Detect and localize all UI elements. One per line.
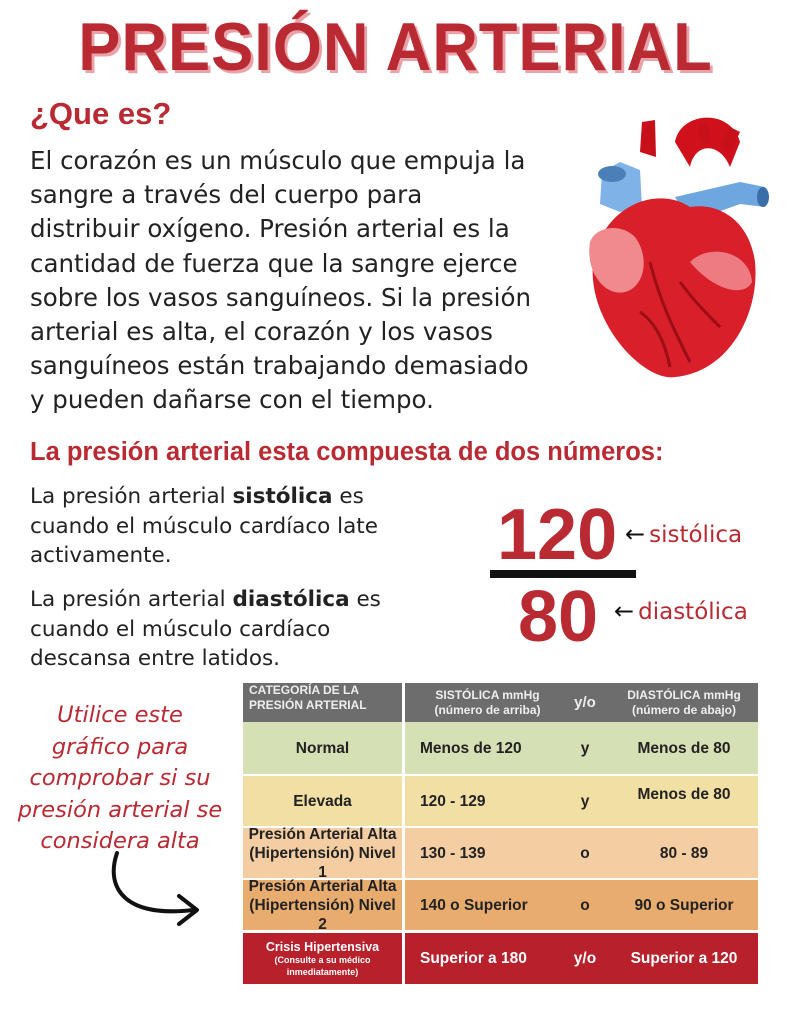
cell-line: Normal — [295, 739, 350, 757]
systolic-number: 120 — [497, 495, 618, 575]
cell-line: (Hipertensión) Nivel 2 — [249, 896, 396, 933]
table-row: Presión Arterial Alta (Hipertensión) Nive… — [243, 877, 758, 933]
text: La presión arterial — [30, 587, 233, 612]
row-category: Presión Arterial Alta (Hipertensión) Nive… — [243, 825, 405, 881]
row-category: Presión Arterial Alta (Hipertensión) Nive… — [243, 877, 405, 933]
label-text: sistólica — [649, 522, 743, 548]
text: activamente. — [30, 543, 172, 568]
intro-line: distribuir oxígeno. Presión arterial es … — [30, 214, 510, 244]
text: es — [349, 587, 381, 612]
intro-line: sangre a través del cuerpo para — [30, 180, 423, 210]
fraction-bar — [490, 570, 636, 578]
systolic-label: ← sistólica — [625, 520, 742, 548]
cell-line: Presión Arterial Alta — [248, 877, 397, 895]
cell-line: (Hipertensión) Nivel 1 — [249, 844, 396, 881]
row-category: Crisis Hipertensiva (Consulte a su médico… — [243, 933, 405, 984]
note-line: Utilice este — [57, 702, 183, 728]
row-diastolic: 90 o Superior — [634, 896, 734, 914]
cell-line: PRESIÓN ARTERIAL — [249, 698, 367, 712]
diastolic-term: diastólica — [232, 587, 350, 612]
table-header-row: CATEGORÍA DE LA PRESIÓN ARTERIAL SISTÓLICA… — [243, 683, 758, 722]
two-numbers-heading: La presión arterial esta compuesta de do… — [30, 438, 664, 466]
cell-line: SISTÓLICA mmHg — [435, 687, 540, 702]
row-andor: o — [580, 896, 590, 914]
heart-illustration — [589, 117, 769, 378]
blood-pressure-table: CATEGORÍA DE LA PRESIÓN ARTERIAL SISTÓLICA… — [243, 683, 758, 984]
label-text: diastólica — [638, 599, 748, 625]
note-line: presión arterial se — [17, 796, 223, 823]
cell-line: (número de abajo) — [631, 702, 736, 717]
arrow-left-icon: ← — [614, 597, 635, 625]
cell-line: CATEGORÍA DE LA — [249, 683, 359, 697]
text: cuando el músculo cardíaco late — [30, 513, 378, 539]
cell-line: DIASTÓLICA mmHg — [627, 687, 741, 702]
row-systolic: 140 o Superior — [420, 896, 528, 914]
cell-line: (Consulte a su médico — [274, 954, 371, 965]
row-andor: y — [580, 739, 590, 757]
table-row: Crisis Hipertensiva (Consulte a su médico… — [243, 933, 758, 984]
note-line: comprobar si su — [29, 765, 211, 791]
intro-paragraph: El corazón es un músculo que empuja la s… — [30, 144, 610, 418]
table-row: Presión Arterial Alta (Hipertensión) Nive… — [243, 825, 758, 881]
cell-line: Crisis Hipertensiva — [265, 939, 380, 954]
intro-line: y pueden dañarse con el tiempo. — [30, 385, 434, 415]
cell-line: inmediatamente) — [286, 966, 359, 977]
curved-arrow-icon — [111, 851, 199, 926]
row-diastolic: Menos de 80 — [637, 786, 731, 803]
note-line: gráfico para — [51, 733, 189, 760]
row-andor: o — [580, 844, 590, 862]
header-diastolic: DIASTÓLICA mmHg (número de abajo) — [610, 683, 758, 722]
row-diastolic: 80 - 89 — [659, 844, 709, 862]
table-row: Normal Menos de 120 y Menos de 80 — [243, 722, 758, 774]
intro-line: cantidad de fuerza que la sangre ejerce — [30, 248, 518, 278]
text: La presión arterial — [30, 484, 233, 509]
cell-line: Presión Arterial Alta — [248, 825, 397, 843]
intro-line: sanguíneos están trabajando demasiado — [30, 351, 529, 381]
row-andor: y — [580, 792, 590, 810]
table-row: Elevada 120 - 129 y Menos de 80 — [243, 776, 758, 826]
note-line: considera alta — [40, 828, 200, 854]
row-systolic: 130 - 139 — [420, 844, 486, 862]
diastolic-paragraph: La presión arterial diastólica es cuando… — [30, 585, 470, 674]
text: es — [332, 484, 364, 509]
diastolic-number: 80 — [518, 577, 599, 657]
row-andor: y/o — [573, 950, 597, 967]
header-andor: y/o — [574, 694, 596, 711]
systolic-paragraph: La presión arterial sistólica es cuando … — [30, 482, 470, 571]
row-systolic: Superior a 180 — [420, 950, 527, 967]
intro-line: sobre los vasos sanguíneos. Si la presió… — [30, 282, 531, 312]
diastolic-label: ← diastólica — [614, 597, 748, 625]
systolic-term: sistólica — [232, 484, 333, 509]
header-category: CATEGORÍA DE LA PRESIÓN ARTERIAL — [243, 683, 405, 722]
intro-line: arterial es alta, el corazón y los vasos — [30, 317, 493, 347]
arrow-left-icon: ← — [625, 520, 646, 548]
cell-line: Elevada — [293, 792, 352, 810]
row-category: Normal — [243, 722, 405, 774]
header-systolic: SISTÓLICA mmHg (número de arriba) — [405, 683, 560, 722]
what-is-heading: ¿Que es? — [30, 96, 172, 131]
row-systolic: Menos de 120 — [420, 739, 522, 757]
cell-line: (número de arriba) — [434, 702, 541, 717]
row-systolic: 120 - 129 — [420, 792, 486, 810]
text: cuando el músculo cardíaco — [30, 616, 331, 642]
page-title: PRESIÓN ARTERIAL — [78, 9, 713, 85]
row-diastolic: Superior a 120 — [630, 950, 738, 967]
chart-note: Utilice este gráfico para comprobar si s… — [5, 700, 235, 858]
text: descansa entre latidos. — [30, 646, 281, 671]
row-diastolic: Menos de 80 — [637, 739, 731, 757]
intro-line: El corazón es un músculo que empuja la — [30, 146, 526, 175]
row-category: Elevada — [243, 776, 405, 826]
